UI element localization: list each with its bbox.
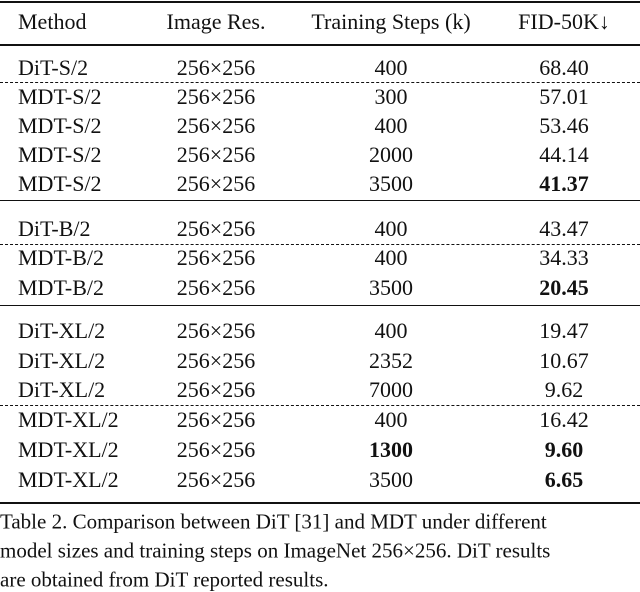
table-rule	[0, 44, 640, 46]
table-cell: MDT-B/2	[18, 245, 104, 270]
table-cell: 1300	[369, 437, 413, 462]
header-cell: Training Steps (k)	[311, 9, 471, 34]
table-cell: MDT-B/2	[18, 275, 104, 300]
table-cell: MDT-XL/2	[18, 407, 119, 432]
table-cell: 57.01	[539, 84, 589, 109]
table-cell: 41.37	[539, 171, 589, 196]
table-cell: 400	[374, 318, 408, 343]
table-cell: 256×256	[176, 113, 256, 138]
table-cell: 256×256	[176, 171, 256, 196]
table-rule	[0, 200, 640, 201]
table-cell: 300	[374, 84, 408, 109]
table-cell: MDT-XL/2	[18, 437, 119, 462]
table-cell: 256×256	[176, 407, 256, 432]
dashed-rule	[0, 244, 640, 245]
table-cell: 2000	[369, 142, 413, 167]
table-cell: MDT-S/2	[18, 142, 102, 167]
table-cell: MDT-XL/2	[18, 467, 119, 492]
table-cell: 256×256	[176, 437, 256, 462]
table-cell: DiT-XL/2	[18, 348, 106, 373]
table-cell: 20.45	[539, 275, 589, 300]
table-cell: 256×256	[176, 318, 256, 343]
table-cell: 400	[374, 245, 408, 270]
table-cell: 2352	[369, 348, 413, 373]
table-cell: 6.65	[544, 467, 584, 492]
table-cell: 3500	[369, 467, 413, 492]
table-cell: 10.67	[539, 348, 589, 373]
table-cell: DiT-S/2	[18, 55, 89, 80]
dashed-rule	[0, 405, 640, 406]
header-cell: Image Res.	[166, 9, 266, 34]
table-cell: 256×256	[176, 348, 256, 373]
table-cell: MDT-S/2	[18, 171, 102, 196]
caption-line: are obtained from DiT reported results.	[0, 567, 329, 592]
caption-line: Table 2. Comparison between DiT [31] and…	[0, 509, 547, 534]
header-cell: Method	[18, 9, 87, 34]
table-cell: 53.46	[539, 113, 589, 138]
table-cell: DiT-XL/2	[18, 318, 106, 343]
table-cell: 68.40	[539, 55, 589, 80]
table-cell: 3500	[369, 275, 413, 300]
table-cell: 256×256	[176, 84, 256, 109]
table-cell: 44.14	[539, 142, 589, 167]
table-rule	[0, 502, 640, 504]
table-cell: 9.62	[544, 377, 584, 402]
table-cell: 256×256	[176, 216, 256, 241]
table-cell: 256×256	[176, 55, 256, 80]
table-cell: MDT-S/2	[18, 113, 102, 138]
table-cell: 256×256	[176, 377, 256, 402]
table-cell: 3500	[369, 171, 413, 196]
table-cell: 256×256	[176, 275, 256, 300]
table-cell: DiT-B/2	[18, 216, 91, 241]
table-cell: 400	[374, 55, 408, 80]
caption-line: model sizes and training steps on ImageN…	[0, 538, 551, 563]
table-cell: 19.47	[539, 318, 589, 343]
dashed-rule	[0, 82, 640, 83]
table-cell: 7000	[369, 377, 413, 402]
table-cell: 400	[374, 407, 408, 432]
table-cell: 400	[374, 216, 408, 241]
table-cell: 256×256	[176, 142, 256, 167]
table-cell: 43.47	[539, 216, 589, 241]
table-cell: 400	[374, 113, 408, 138]
header-cell: FID-50K↓	[518, 9, 610, 34]
table-cell: 256×256	[176, 245, 256, 270]
table-cell: 34.33	[539, 245, 589, 270]
table-cell: MDT-S/2	[18, 84, 102, 109]
table-rule	[0, 1, 640, 3]
table-cell: DiT-XL/2	[18, 377, 106, 402]
table-rule	[0, 305, 640, 306]
table-cell: 256×256	[176, 467, 256, 492]
table-cell: 9.60	[544, 437, 584, 462]
table-cell: 16.42	[539, 407, 589, 432]
